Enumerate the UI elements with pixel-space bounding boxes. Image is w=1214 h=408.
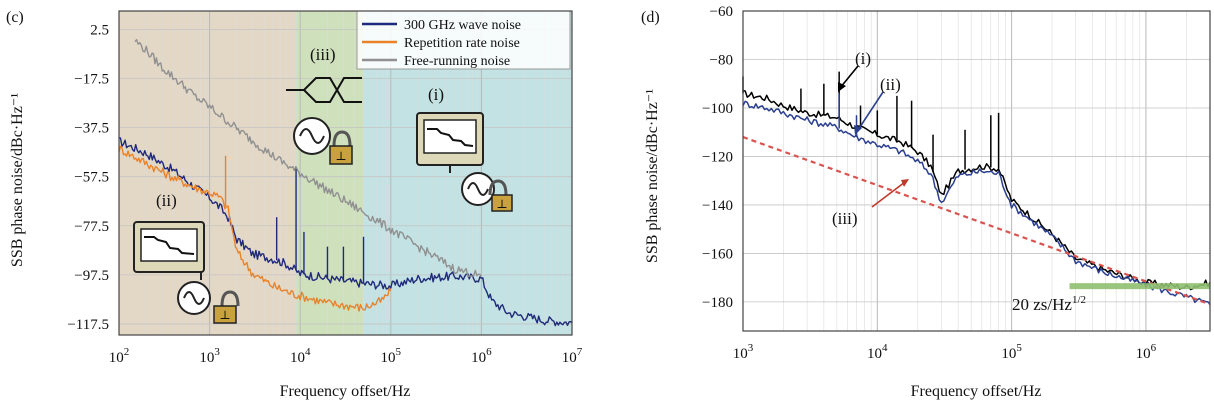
y-tick-label: −180 (702, 295, 733, 311)
arrow-iii (871, 181, 906, 208)
x-tick-label: 106 (471, 346, 492, 366)
panel-label-c: (c) (6, 9, 24, 26)
y-axis-label-d: SSB phase noise/dBc·Hz⁻¹ (644, 89, 661, 263)
interferometer-icon-iii (286, 77, 362, 103)
arrow-ii (857, 91, 884, 131)
series-line-3 (134, 39, 482, 278)
svg-text:⊥: ⊥ (335, 149, 346, 163)
x-tick-label: 105 (1001, 342, 1022, 362)
x-axis-label-c: Frequency offset/Hz (280, 383, 411, 400)
annotation-ii: (ii) (156, 191, 177, 210)
y-tick-label: −100 (702, 101, 733, 117)
legend: 300 GHz wave noise Repetition rate noise… (356, 10, 571, 70)
x-tick-label: 103 (733, 342, 754, 362)
noise-floor-label: 20 zs/Hz1/2 (1012, 294, 1086, 314)
tick-labels: 103 104 105 106 −60 −80 −100 −120 −140 −160 −180 (702, 4, 1157, 362)
tick-labels: 102 103 104 105 106 107 2.5 −17.5 −37.5 −57.5 −77.… (67, 22, 582, 366)
x-tick-label: 103 (199, 346, 220, 366)
series-line-2 (118, 145, 392, 312)
plot-frame-c (118, 10, 573, 336)
annotation-d-iii: (iii) (832, 209, 858, 228)
legend-label-wave: 300 GHz wave noise (404, 18, 521, 33)
x-tick-label: 102 (109, 346, 130, 366)
arrowhead-i (838, 82, 846, 92)
y-tick-label: −117.5 (67, 317, 109, 333)
x-tick-label: 104 (867, 342, 888, 362)
annotation-d-i: (i) (855, 49, 871, 68)
y-tick-label: −80 (710, 52, 733, 68)
oscillator-lock-icon-ii: ⊥ (177, 281, 240, 324)
shaded-region-1 (119, 11, 297, 335)
panel-label-d: (d) (641, 9, 660, 26)
series-line-3 (742, 136, 1211, 306)
y-tick-label: −60 (710, 4, 733, 20)
oscilloscope-icon-ii (133, 221, 205, 280)
x-tick-label: 107 (562, 346, 583, 366)
annotation-i: (i) (428, 85, 444, 104)
x-tick-label: 105 (381, 346, 402, 366)
plot-frame-d (742, 10, 1211, 332)
series-lines (118, 39, 573, 327)
y-tick-label: −37.5 (74, 121, 109, 137)
x-tick-label: 106 (1136, 342, 1157, 362)
x-tick-label: 104 (290, 346, 311, 366)
oscilloscope-icon-i (416, 112, 484, 173)
oscillator-lock-icon-i: ⊥ (461, 172, 513, 212)
chart-panel-d: (d) (i) (ii) (iii) 20 zs/Hz1/2 103 104 105… (641, 4, 1211, 400)
y-tick-label: −140 (702, 198, 733, 214)
chart-panel-c: (c) ⊥ ⊥ (6, 9, 583, 400)
noise-floor-band (1069, 283, 1210, 290)
arrowhead-ii (854, 125, 862, 135)
y-tick-label: 2.5 (90, 22, 109, 38)
oscillator-lock-icon-iii: ⊥ (293, 117, 353, 165)
y-tick-label: −57.5 (74, 170, 109, 186)
grid-lines (118, 11, 573, 335)
y-tick-label: −120 (702, 149, 733, 165)
y-axis-label-c: SSB phase noise/dBc·Hz⁻¹ (9, 93, 26, 267)
series-line-2 (742, 100, 1211, 305)
annotation-iii: (iii) (310, 45, 336, 64)
y-tick-label: −97.5 (74, 268, 109, 284)
y-tick-label: −77.5 (74, 219, 109, 235)
legend-label-reprate: Repetition rate noise (404, 36, 520, 51)
series-lines (742, 71, 1211, 306)
annotation-d-ii: (ii) (880, 75, 901, 94)
y-tick-label: −17.5 (74, 72, 109, 88)
svg-text:⊥: ⊥ (219, 308, 230, 322)
arrow-i (839, 65, 859, 89)
arrowhead-iii (901, 179, 909, 187)
x-axis-label-d: Frequency offset/Hz (911, 383, 1042, 400)
y-tick-label: −160 (702, 246, 733, 262)
legend-label-freerunning: Free-running noise (404, 54, 510, 69)
svg-text:⊥: ⊥ (496, 197, 507, 211)
grid-lines (742, 10, 1211, 331)
